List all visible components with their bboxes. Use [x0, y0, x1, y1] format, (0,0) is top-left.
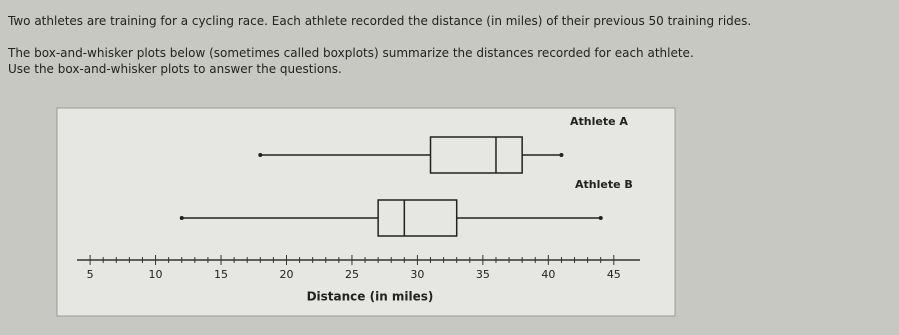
legend-label: Athlete A [570, 115, 628, 128]
x-tick-label: 40 [541, 268, 555, 281]
whisker-end [559, 153, 564, 157]
x-tick-label: 15 [214, 268, 228, 281]
x-tick-label: 5 [87, 268, 94, 281]
chart-panel [56, 107, 676, 317]
x-tick-label: 45 [607, 268, 621, 281]
question-text: Use the box-and-whisker plots to answer … [8, 62, 342, 76]
x-tick-label: 35 [476, 268, 490, 281]
x-tick-label: 30 [410, 268, 424, 281]
question-text: Two athletes are training for a cycling … [8, 14, 752, 28]
question-text: The box-and-whisker plots below (sometim… [8, 46, 694, 60]
x-tick-label: 10 [149, 268, 163, 281]
x-axis-label: Distance (in miles) [307, 290, 434, 304]
legend-label: Athlete B [575, 178, 633, 191]
whisker-end [598, 216, 603, 220]
whisker-end [179, 216, 184, 220]
x-tick-label: 25 [345, 268, 359, 281]
whisker-end [258, 153, 263, 157]
x-tick-label: 20 [279, 268, 293, 281]
